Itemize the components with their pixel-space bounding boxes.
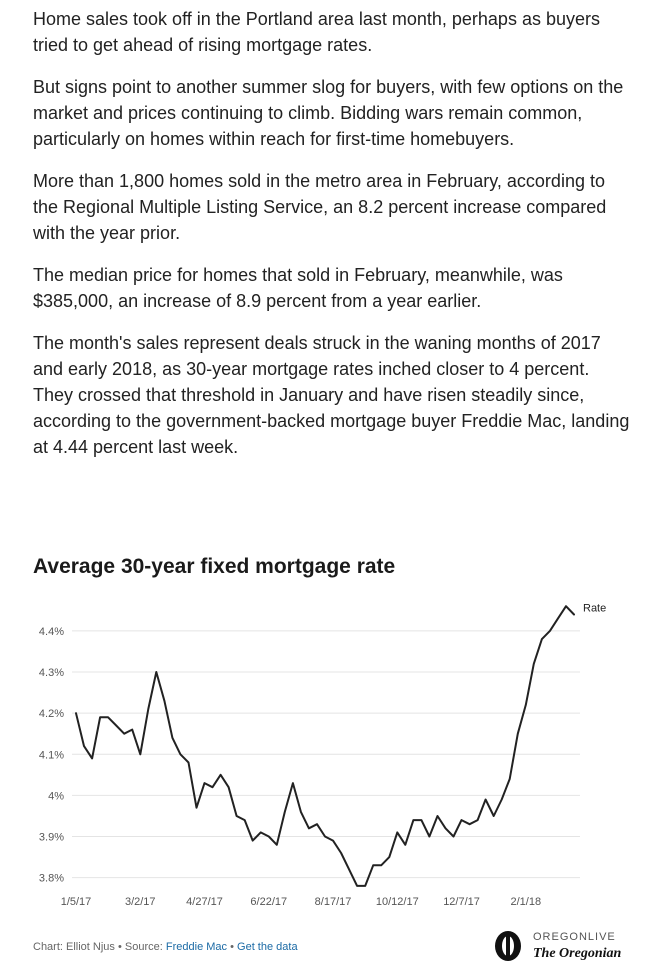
chart-series: Rate bbox=[75, 602, 606, 887]
source-label: Source: bbox=[124, 941, 163, 953]
article-body: Home sales took off in the Portland area… bbox=[33, 6, 633, 476]
chart-gridlines bbox=[72, 630, 580, 879]
article-paragraph: But signs point to another summer slog f… bbox=[33, 77, 624, 149]
x-axis: 1/5/17 3/2/17 4/27/17 6/22/17 8/17/17 10/12/1… bbox=[61, 896, 541, 908]
y-tick-label: 3.8% bbox=[39, 873, 64, 885]
footer-separator: • bbox=[117, 941, 122, 953]
x-tick-label: 1/5/17 bbox=[61, 896, 92, 908]
chart-credit: Chart: Elliot Njus bbox=[33, 941, 115, 953]
source-link[interactable]: Freddie Mac bbox=[165, 941, 228, 953]
series-line-rate bbox=[75, 605, 575, 887]
x-tick-label: 4/27/17 bbox=[186, 896, 223, 908]
y-tick-label: 4.3% bbox=[39, 667, 64, 679]
y-tick-label: 4.1% bbox=[39, 749, 64, 761]
x-tick-label: 12/7/17 bbox=[443, 896, 480, 908]
article-paragraph: The median price for homes that sold in … bbox=[33, 265, 563, 311]
x-tick-label: 3/2/17 bbox=[125, 896, 156, 908]
y-tick-label: 4.4% bbox=[39, 626, 64, 638]
x-tick-label: 2/1/18 bbox=[511, 896, 542, 908]
oregonian-logo[interactable]: OREGONLIVE The Oregonian bbox=[493, 928, 623, 964]
x-tick-label: 6/22/17 bbox=[250, 896, 287, 908]
y-tick-label: 3.9% bbox=[39, 832, 64, 844]
series-label-rate: Rate bbox=[583, 602, 606, 614]
y-tick-label: 4% bbox=[48, 790, 64, 802]
article-paragraph: The month's sales represent deals struck… bbox=[33, 333, 630, 457]
logo-the-oregonian: The Oregonian bbox=[533, 946, 622, 961]
oregonian-logo-icon bbox=[495, 931, 521, 961]
chart-footer: Chart: Elliot Njus • Source: Freddie Mac… bbox=[33, 941, 298, 953]
mortgage-rate-chart: 3.8% 3.9% 4% 4.1% 4.2% 4.3% 4.4% 1/5/17 3/2/17 4… bbox=[39, 602, 606, 908]
article-paragraph: More than 1,800 homes sold in the metro … bbox=[33, 171, 607, 243]
footer-separator: • bbox=[230, 941, 234, 953]
x-tick-label: 8/17/17 bbox=[315, 896, 352, 908]
x-tick-label: 10/12/17 bbox=[376, 896, 419, 908]
y-tick-label: 4.2% bbox=[39, 708, 64, 720]
y-axis: 3.8% 3.9% 4% 4.1% 4.2% 4.3% 4.4% bbox=[39, 626, 64, 885]
chart-title: Average 30-year fixed mortgage rate bbox=[33, 555, 396, 578]
get-data-link[interactable]: Get the data bbox=[237, 941, 298, 953]
article-paragraph: Home sales took off in the Portland area… bbox=[33, 9, 600, 55]
logo-oregonlive: OREGONLIVE bbox=[533, 931, 616, 943]
